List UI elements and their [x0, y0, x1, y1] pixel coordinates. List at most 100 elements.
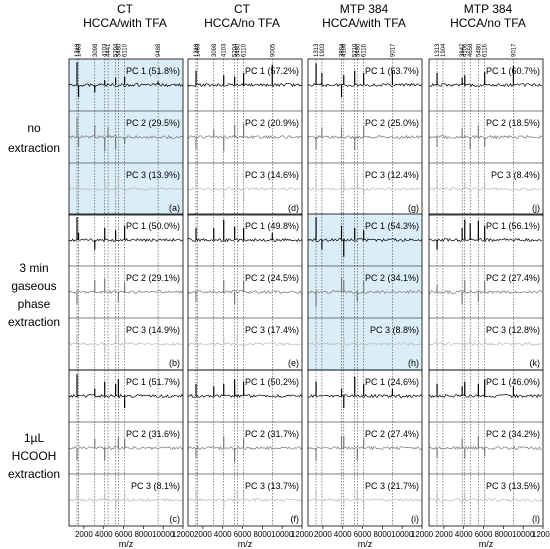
panel-frame [307, 369, 423, 527]
x-tick-label: 12000 [291, 530, 314, 539]
x-axis-title: m/z [238, 539, 253, 549]
peak-mz-label: 5480 [476, 43, 482, 57]
panels: PC 1 (51.8%)PC 2 (29.5%)PC 3 (13.9%)(a)P… [68, 58, 544, 527]
spectrum-trace [187, 497, 303, 503]
panel-label: (b) [169, 358, 180, 368]
x-tick-label: 6000 [354, 530, 372, 539]
spectrum-trace [68, 187, 184, 192]
spectrum-trace [68, 134, 184, 140]
pc-label: PC 3 (8.1%) [131, 481, 180, 491]
peak-mz-label: 6116 [362, 43, 368, 57]
column-title-3-line1: MTP 384 [340, 2, 389, 16]
panel-c: PC 1 (51.7%) PC 2 (31.6%) PC 3 (8.1%) (c) [68, 369, 184, 527]
peak-mz-label: 4103 [103, 43, 109, 57]
x-tick-label: 2000 [75, 530, 93, 539]
pc-label: PC 1 (51.8%) [126, 66, 180, 76]
pc-label: PC 2 (25.0%) [365, 118, 419, 128]
panel-label: (a) [169, 203, 180, 213]
x-tick-label: 8000 [494, 530, 512, 539]
peak-mz-label: 3098 [93, 43, 99, 57]
pc-label: PC 1 (46.0%) [486, 377, 540, 387]
pc-label: PC 3 (8.4%) [491, 170, 540, 180]
spectrum-trace [68, 289, 184, 295]
pc-label: PC 2 (27.4%) [486, 273, 540, 283]
pc-label: PC 2 (27.4%) [365, 429, 419, 439]
peak-mz-label: 6116 [483, 43, 489, 57]
spectrum-trace [307, 393, 423, 399]
spectrum-trace [307, 134, 422, 140]
peak-mz-label: 4658 [468, 43, 474, 57]
peak-mz-label: 1310 [194, 43, 200, 57]
panel-label: (i) [411, 514, 419, 524]
x-tick-label: 8000 [134, 530, 152, 539]
peak-mz-label: 5480 [116, 43, 122, 57]
spectrum-trace [187, 134, 303, 140]
pc-label: PC 1 (50.0%) [126, 221, 180, 231]
x-axis-title: m/z [119, 539, 134, 549]
pc-label: PC 3 (21.7%) [365, 481, 419, 491]
x-tick-label: 4000 [95, 530, 113, 539]
row-label-2-line3: phase [18, 297, 51, 311]
panel-f: PC 1 (50.2%) PC 2 (31.7%) PC 3 (13.7%) (f) [187, 369, 303, 527]
spectrum-trace [428, 237, 542, 243]
x-tick-label: 10000 [271, 530, 294, 539]
panel-i: PC 1 (24.6%) PC 2 (27.4%) PC 3 (21.7%) (i) [307, 369, 423, 527]
pc-label: PC 3 (17.4%) [245, 325, 299, 335]
row-label-1-line1: no [27, 121, 41, 135]
spectrum-trace [428, 393, 543, 399]
peak-mz-label: 5480 [355, 43, 361, 57]
spectrum-trace [68, 497, 184, 503]
spectrum-trace [187, 237, 303, 243]
pc-label: PC 1 (24.6%) [365, 377, 419, 387]
pc-label: PC 3 (14.6%) [245, 170, 299, 180]
pc-label: PC 2 (18.5%) [486, 118, 540, 128]
panel-frame [428, 58, 544, 216]
peak-mz-label: 9488 [156, 43, 162, 57]
x-tick-label: 6000 [234, 530, 252, 539]
peak-mz-label: 4106 [463, 43, 469, 57]
column-title-3-line2: HCCA/with TFA [322, 16, 406, 30]
panel-e: PC 1 (49.8%) PC 2 (24.5%) PC 3 (17.4%) (e) [187, 213, 303, 371]
panel-label: (j) [532, 203, 540, 213]
peak-mz-label: 1463 [77, 43, 83, 57]
spectrum-trace [428, 134, 543, 140]
x-tick-label: 2000 [194, 530, 212, 539]
pc-label: PC 2 (29.5%) [126, 118, 180, 128]
x-tick-label: 10000 [512, 530, 535, 539]
row-label-3-line3: extraction [8, 467, 60, 481]
row-label-2-line2: gaseous [11, 279, 56, 293]
pc-label: PC 3 (12.4%) [365, 170, 419, 180]
x-tick-label: 8000 [373, 530, 391, 539]
panel-label: (d) [288, 203, 299, 213]
pc-label: PC 2 (34.1%) [365, 273, 419, 283]
column-title-2-line1: CT [234, 2, 251, 16]
panel-a: PC 1 (51.8%) PC 2 (29.5%) PC 3 (13.9%) (a) [68, 58, 184, 216]
peak-mz-label: 3884 [340, 43, 346, 57]
panel-frame [187, 58, 303, 216]
x-tick-label: 8000 [253, 530, 271, 539]
panel-label: (g) [408, 203, 419, 213]
spectrum-trace [68, 393, 184, 399]
panel-l: PC 1 (46.0%) PC 2 (34.2%) PC 3 (13.5%) (l) [428, 369, 544, 527]
pc-label: PC 3 (13.9%) [126, 170, 180, 180]
pc-label: PC 1 (49.8%) [245, 221, 299, 231]
panel-b: PC 1 (50.0%) PC 2 (29.1%) PC 3 (14.9%) (b) [68, 213, 184, 371]
x-tick-label: 2000 [314, 530, 332, 539]
column-title-2-line2: HCCA/no TFA [204, 16, 280, 30]
peak-mz-label: 9005 [270, 43, 276, 57]
spectrum-trace [428, 341, 542, 347]
spectrum-trace [68, 237, 184, 243]
peak-mz-label: 6110 [242, 43, 248, 57]
pc-label: PC 1 (53.7%) [365, 66, 419, 76]
row-label-2-line1: 3 min [19, 261, 48, 275]
peak-mz-label: 9017 [511, 43, 517, 57]
spectrum-trace [308, 289, 423, 295]
column-title-1-line2: HCCA/with TFA [83, 16, 167, 30]
pc-label: PC 2 (31.7%) [245, 429, 299, 439]
peak-mz-label: 6110 [123, 43, 129, 57]
spectrum-trace [307, 497, 423, 503]
peak-mz-label: 4441 [106, 43, 112, 57]
column-titles: CT HCCA/with TFA CT HCCA/no TFA MTP 384 … [83, 2, 526, 30]
